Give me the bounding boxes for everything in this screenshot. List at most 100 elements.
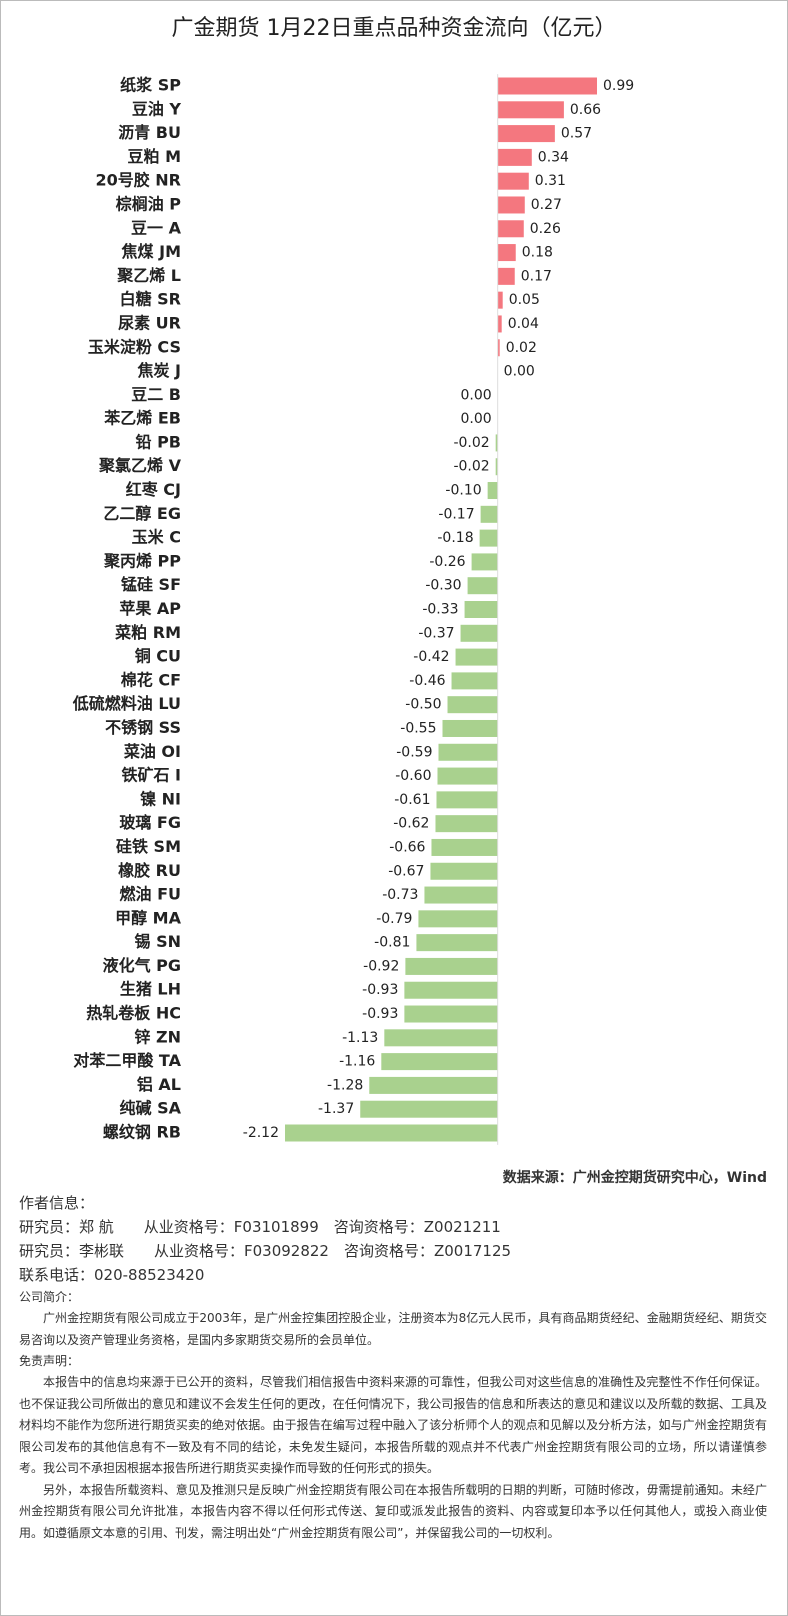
bar — [430, 862, 498, 880]
disclaimer-text: 另外，本报告所载资料、意见及推测只是反映广州金控期货有限公司在本报告所载明的日期… — [19, 1482, 767, 1540]
intro-text: 广州金控期货有限公司成立于2003年，是广州金控集团控股企业，注册资本为8亿元人… — [19, 1311, 767, 1347]
bar — [455, 648, 498, 666]
category-label: 乙二醇 EG — [103, 504, 181, 523]
value-label: -0.93 — [362, 982, 398, 998]
value-label: 0.00 — [504, 364, 535, 380]
category-label: 豆一 A — [131, 218, 182, 237]
bar — [437, 767, 498, 785]
value-label: -1.16 — [339, 1054, 375, 1070]
value-label: -0.81 — [374, 935, 410, 951]
bar — [497, 101, 564, 119]
category-label: 苹果 AP — [119, 599, 181, 618]
value-label: -0.55 — [400, 720, 436, 736]
bar — [497, 291, 503, 309]
category-label: 聚氯乙烯 V — [98, 456, 182, 475]
value-label: 0.17 — [521, 268, 552, 284]
value-label: -2.12 — [243, 1125, 279, 1141]
category-label: 白糖 SR — [120, 290, 181, 309]
bar — [497, 339, 500, 357]
value-label: -0.79 — [376, 911, 412, 927]
disclaimer-heading: 免责声明： — [19, 1354, 80, 1368]
category-label: 铅 PB — [136, 432, 182, 451]
value-label: 0.00 — [461, 387, 492, 403]
value-label: -1.28 — [327, 1077, 363, 1093]
bar — [404, 1005, 498, 1023]
category-label: 硅铁 SM — [116, 837, 181, 856]
category-label: 菜油 OI — [123, 742, 181, 761]
category-label: 锰硅 SF — [121, 575, 181, 594]
category-label: 燃油 FU — [120, 885, 182, 904]
category-label: 焦煤 JM — [121, 242, 181, 261]
value-label: -0.46 — [409, 673, 445, 689]
value-label: -0.17 — [438, 506, 474, 522]
category-label: 热轧卷板 HC — [86, 1004, 181, 1023]
category-label: 红枣 CJ — [126, 480, 181, 499]
value-label: -0.92 — [363, 958, 399, 974]
bar — [497, 244, 516, 262]
category-label: 聚乙烯 L — [116, 266, 181, 285]
bar — [497, 267, 515, 285]
value-label: -0.59 — [396, 744, 432, 760]
value-label: -1.13 — [342, 1030, 378, 1046]
category-label: 焦炭 J — [136, 361, 181, 380]
category-label: 铁矿石 I — [121, 766, 181, 785]
bar — [447, 696, 498, 714]
bar — [360, 1100, 498, 1118]
category-label: 低硫燃料油 LU — [72, 694, 181, 713]
category-label: 对苯二甲酸 TA — [73, 1051, 181, 1070]
value-label: -0.33 — [422, 602, 458, 618]
value-label: -0.42 — [413, 649, 449, 665]
bar — [460, 624, 498, 642]
bar — [497, 196, 525, 214]
value-label: -0.60 — [395, 768, 431, 784]
bar — [497, 77, 597, 95]
bar — [497, 315, 502, 333]
bar — [467, 577, 498, 595]
category-label: 铝 AL — [137, 1075, 181, 1094]
disclaimer-text: 本报告中的信息均来源于已公开的资料，尽管我们相信报告中资料来源的可靠性，但我公司… — [19, 1375, 767, 1475]
bar — [418, 910, 498, 928]
footer: 数据来源：广州金控期货研究中心，Wind 作者信息： 研究员：郑 航 从业资格号… — [19, 1167, 767, 1544]
bar — [436, 791, 498, 809]
bar — [424, 886, 498, 904]
bar — [495, 434, 498, 452]
intro-heading: 公司简介： — [19, 1290, 80, 1304]
category-label: 聚丙烯 PP — [103, 551, 181, 570]
category-label: 尿素 UR — [118, 313, 181, 332]
value-label: -0.37 — [418, 625, 454, 641]
bar — [464, 601, 498, 618]
value-label: 0.26 — [530, 221, 561, 237]
value-label: 0.27 — [531, 197, 562, 213]
bar — [471, 553, 498, 571]
author-line: 研究员：郑 航 从业资格号：F03101899 咨询资格号：Z0021211 — [19, 1218, 501, 1236]
bar — [497, 148, 532, 166]
value-label: 0.18 — [522, 245, 553, 261]
value-label: 0.00 — [461, 411, 492, 427]
value-label: -0.10 — [445, 483, 481, 499]
value-label: -0.02 — [453, 435, 489, 451]
category-label: 锡 SN — [135, 932, 182, 951]
bar — [416, 934, 498, 952]
value-label: -1.37 — [318, 1101, 354, 1117]
bar — [495, 458, 498, 476]
chart-title: 广金期货 1月22日重点品种资金流向（亿元） — [172, 16, 617, 41]
value-label: 0.57 — [561, 126, 592, 142]
category-label: 20号胶 NR — [95, 171, 181, 190]
bar — [431, 838, 498, 856]
category-label: 铜 CU — [135, 647, 181, 666]
bar — [451, 672, 498, 690]
value-label: 0.04 — [508, 316, 539, 332]
chart: 广金期货 1月22日重点品种资金流向（亿元） 纸浆 SP 0.99 豆油 Y 0.66… — [72, 16, 634, 1145]
bar — [369, 1076, 498, 1094]
category-label: 豆二 B — [131, 385, 181, 404]
value-label: -0.18 — [437, 530, 473, 546]
bar — [479, 529, 498, 547]
bar — [442, 719, 498, 737]
category-label: 玉米淀粉 CS — [88, 337, 181, 356]
source: 数据来源：广州金控期货研究中心，Wind — [502, 1170, 767, 1186]
value-label: -0.66 — [389, 839, 425, 855]
bar — [381, 1053, 498, 1071]
category-label: 液化气 PG — [103, 956, 181, 975]
value-label: -0.67 — [388, 863, 424, 879]
